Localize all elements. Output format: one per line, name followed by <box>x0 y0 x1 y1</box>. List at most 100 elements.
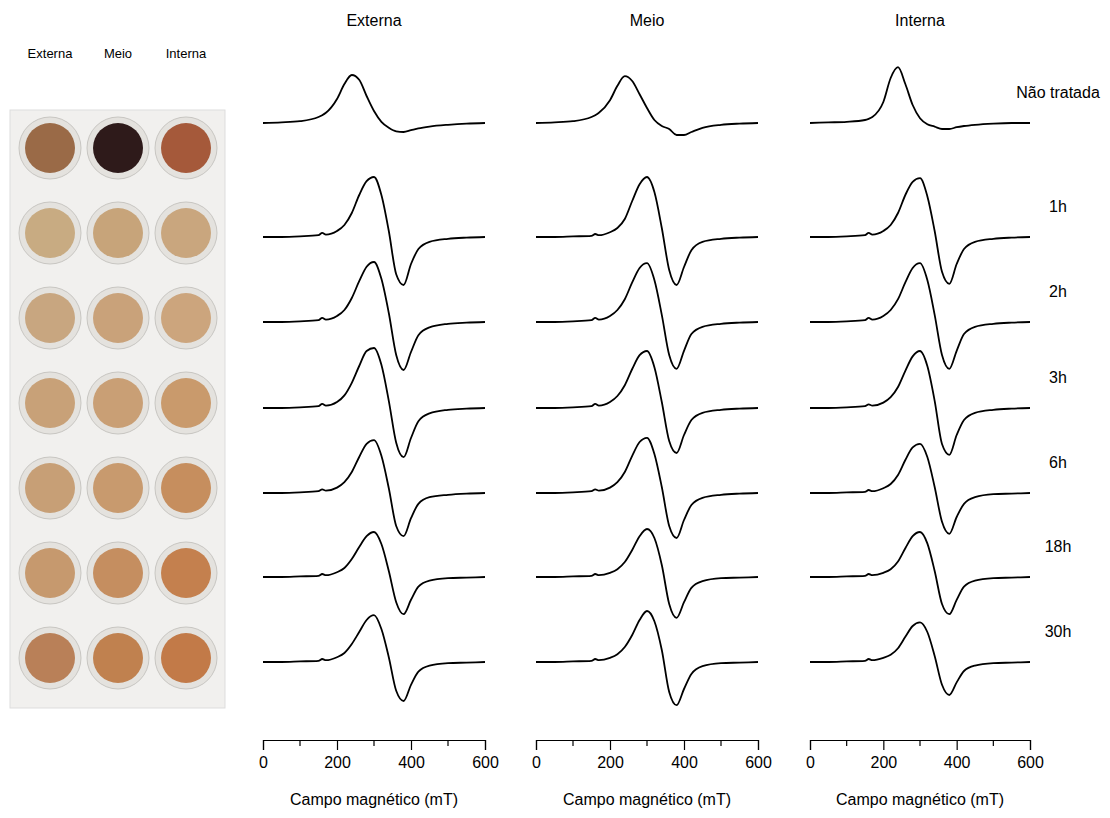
sample <box>25 378 75 428</box>
spectrum <box>536 438 758 538</box>
sample-cup <box>87 627 149 689</box>
sample <box>161 208 211 258</box>
spectrum <box>263 177 485 285</box>
tick-mark <box>810 740 811 750</box>
sample-cup <box>87 202 149 264</box>
spectrum <box>263 440 485 536</box>
spectrum <box>810 444 1030 534</box>
sample-cup <box>87 457 149 519</box>
spectrum <box>536 177 758 285</box>
minor-tick <box>447 740 448 746</box>
x-axis: 0 200 400 600 <box>259 740 499 771</box>
row-label: 30h <box>1045 623 1072 640</box>
plot-area <box>263 75 485 701</box>
tick: 200 <box>597 740 624 771</box>
panel: Interna 0 200 400 600 Campo magnético (mT) <box>806 12 1044 808</box>
tick: 200 <box>870 740 897 771</box>
axis-title: Campo magnético (mT) <box>563 791 731 808</box>
sample-cup <box>19 202 81 264</box>
tick-label: 600 <box>1017 754 1044 771</box>
panel-title: Interna <box>895 12 945 29</box>
sample <box>25 208 75 258</box>
sample <box>25 548 75 598</box>
axis-title: Campo magnético (mT) <box>836 791 1004 808</box>
tick-mark <box>1030 740 1031 750</box>
tick: 0 <box>532 740 541 771</box>
minor-tick <box>993 740 994 746</box>
sample <box>161 633 211 683</box>
spectrum <box>810 532 1030 614</box>
minor-tick <box>299 740 300 746</box>
tick: 600 <box>745 740 772 771</box>
sample-cup <box>19 457 81 519</box>
tick-label: 600 <box>472 754 499 771</box>
tick-label: 0 <box>259 754 268 771</box>
tick: 600 <box>1017 740 1044 771</box>
axis-line <box>811 741 1031 751</box>
tick: 400 <box>398 740 425 771</box>
sample <box>161 548 211 598</box>
minor-tick <box>720 740 721 746</box>
photo-background <box>10 110 225 708</box>
tick-label: 400 <box>671 754 698 771</box>
sample-cup <box>19 627 81 689</box>
tick-mark <box>485 740 486 750</box>
sample <box>93 208 143 258</box>
sample <box>161 378 211 428</box>
sample <box>25 293 75 343</box>
tick: 400 <box>671 740 698 771</box>
tick-label: 600 <box>745 754 772 771</box>
tick: 0 <box>806 740 815 771</box>
row-label: 6h <box>1049 454 1067 471</box>
minor-tick <box>572 740 573 746</box>
spectrum <box>536 76 758 135</box>
tick: 0 <box>259 740 268 771</box>
tick: 400 <box>944 740 971 771</box>
tick-mark <box>411 740 412 750</box>
panel: Externa0200400600Campo magnético (mT) <box>259 12 499 808</box>
tick-label: 400 <box>944 754 971 771</box>
sample-cup <box>155 457 217 519</box>
photo-label: Interna <box>166 46 207 61</box>
axis-line <box>537 741 759 751</box>
sample-cup <box>155 627 217 689</box>
sample <box>161 463 211 513</box>
tick-label: 200 <box>870 754 897 771</box>
axis-title: Campo magnético (mT) <box>290 791 458 808</box>
tick-mark <box>536 740 537 750</box>
sample <box>161 123 211 173</box>
photo-label: Externa <box>28 46 74 61</box>
figure: ExternaMeioInternaExterna 0 200 400 600 Campo… <box>0 0 1110 818</box>
panel: Meio0200400600Campo magnético (mT) <box>532 12 772 808</box>
tick-label: 400 <box>398 754 425 771</box>
minor-tick <box>846 740 847 746</box>
tick-mark <box>883 740 884 750</box>
tick-mark <box>684 740 685 750</box>
sample <box>93 463 143 513</box>
sample-cup <box>19 542 81 604</box>
minor-tick <box>373 740 374 746</box>
spectrum <box>810 351 1030 455</box>
spectrum <box>536 529 758 618</box>
sample <box>93 378 143 428</box>
sample <box>93 293 143 343</box>
tick-mark <box>758 740 759 750</box>
tick-label: 200 <box>597 754 624 771</box>
row-label: 2h <box>1049 283 1067 300</box>
sample <box>93 123 143 173</box>
sample <box>25 633 75 683</box>
tick-label: 200 <box>324 754 351 771</box>
tick: 600 <box>472 740 499 771</box>
spectrum <box>536 611 758 705</box>
photo: ExternaMeioInterna <box>10 46 225 708</box>
sample-cup <box>87 372 149 434</box>
tick-mark <box>957 740 958 750</box>
sample-cup <box>19 372 81 434</box>
spectrum <box>810 67 1030 129</box>
spectrum <box>263 75 485 132</box>
tick-mark <box>610 740 611 750</box>
plot-area <box>536 76 758 705</box>
sample-cup <box>155 117 217 179</box>
x-axis: 0 200 400 600 <box>532 740 772 771</box>
x-axis: 0 200 400 600 <box>806 740 1044 771</box>
